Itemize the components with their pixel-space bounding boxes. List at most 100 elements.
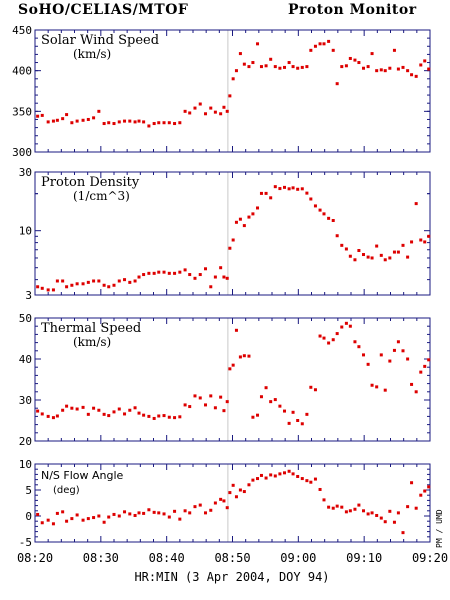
data-point bbox=[209, 285, 213, 289]
data-point bbox=[427, 358, 431, 362]
data-point bbox=[123, 119, 127, 123]
data-point bbox=[142, 413, 146, 417]
data-point bbox=[65, 404, 69, 408]
data-point bbox=[137, 119, 141, 123]
data-point bbox=[234, 220, 238, 224]
data-point bbox=[167, 515, 171, 519]
data-point bbox=[331, 338, 335, 342]
data-point bbox=[167, 415, 171, 419]
data-point bbox=[259, 191, 263, 195]
data-point bbox=[228, 367, 232, 371]
data-point bbox=[231, 363, 235, 367]
data-point bbox=[65, 113, 69, 117]
x-tick-label: 08:40 bbox=[149, 551, 185, 565]
data-point bbox=[414, 390, 418, 394]
data-point bbox=[222, 275, 226, 279]
panel-unit: (km/s) bbox=[73, 47, 111, 61]
data-point bbox=[183, 403, 187, 407]
data-point bbox=[256, 477, 260, 481]
data-point bbox=[340, 243, 344, 247]
data-point bbox=[296, 419, 300, 422]
data-point bbox=[193, 106, 197, 110]
data-point bbox=[291, 472, 295, 476]
data-point bbox=[213, 110, 217, 114]
data-point bbox=[291, 410, 295, 414]
panel-unit: (1/cm^3) bbox=[73, 189, 130, 203]
data-point bbox=[55, 511, 59, 515]
data-point bbox=[213, 275, 217, 279]
data-point bbox=[213, 406, 217, 410]
data-point bbox=[188, 111, 192, 115]
data-point bbox=[375, 69, 379, 73]
data-point bbox=[247, 483, 251, 487]
data-point bbox=[340, 505, 344, 509]
data-point bbox=[287, 469, 291, 473]
data-point bbox=[75, 407, 79, 411]
y-tick-label: 5 bbox=[25, 484, 32, 497]
data-point bbox=[188, 273, 192, 277]
data-point bbox=[51, 119, 55, 123]
data-point bbox=[291, 65, 295, 69]
data-point bbox=[251, 212, 255, 216]
data-point bbox=[313, 477, 317, 481]
panel-thermal-speed: 20 30 40 50 Thermal Speed(km/s) bbox=[19, 312, 431, 448]
data-point bbox=[162, 512, 166, 516]
data-point bbox=[51, 522, 55, 526]
data-point bbox=[419, 493, 423, 497]
data-point bbox=[287, 421, 291, 425]
data-point bbox=[410, 382, 414, 386]
data-point bbox=[97, 109, 101, 113]
data-point bbox=[251, 415, 255, 419]
panel-unit: (km/s) bbox=[73, 335, 111, 349]
data-point bbox=[269, 400, 273, 404]
data-point bbox=[242, 62, 246, 66]
data-point bbox=[209, 106, 213, 110]
data-point bbox=[81, 118, 85, 122]
data-point bbox=[198, 503, 202, 507]
header-right-title: Proton Monitor bbox=[288, 2, 417, 18]
data-point bbox=[231, 77, 235, 81]
data-point bbox=[396, 67, 400, 71]
data-point bbox=[219, 395, 223, 399]
data-point bbox=[209, 508, 213, 512]
data-point bbox=[410, 240, 414, 244]
data-point bbox=[128, 512, 132, 516]
data-point bbox=[222, 105, 226, 109]
data-point bbox=[188, 511, 192, 515]
panel-n-s-flow-angle: -5 0 5 10 N/S Flow Angle (deg) bbox=[19, 458, 431, 549]
data-point bbox=[357, 61, 361, 65]
data-point bbox=[414, 506, 418, 510]
y-tick-label: 0 bbox=[25, 510, 32, 523]
data-point bbox=[273, 474, 277, 478]
data-point bbox=[309, 197, 313, 201]
x-axis-label: HR:MIN (3 Apr 2004, DOY 94) bbox=[134, 570, 329, 584]
data-point bbox=[318, 208, 322, 212]
x-tick-label: 09:00 bbox=[280, 551, 316, 565]
data-point bbox=[193, 505, 197, 509]
data-point bbox=[204, 267, 208, 271]
data-point bbox=[366, 255, 370, 259]
data-point bbox=[157, 414, 161, 418]
data-point bbox=[133, 513, 137, 517]
data-point bbox=[300, 65, 304, 69]
data-point bbox=[55, 118, 59, 122]
data-point bbox=[322, 212, 326, 216]
data-point bbox=[366, 512, 370, 516]
data-point bbox=[61, 510, 65, 514]
data-point bbox=[36, 409, 40, 413]
x-tick-label: 09:10 bbox=[346, 551, 382, 565]
header-left-title: SoHO/CELIAS/MTOF bbox=[18, 2, 189, 18]
data-point bbox=[273, 65, 277, 69]
data-point bbox=[209, 394, 213, 398]
data-point bbox=[366, 65, 370, 69]
x-tick-label: 09:20 bbox=[412, 551, 448, 565]
data-point bbox=[362, 353, 366, 357]
data-point bbox=[157, 511, 161, 515]
data-point bbox=[70, 517, 74, 521]
data-point bbox=[300, 422, 304, 426]
data-point bbox=[137, 411, 141, 415]
data-point bbox=[419, 63, 423, 67]
data-point bbox=[427, 485, 431, 489]
data-point bbox=[142, 120, 146, 124]
data-point bbox=[219, 266, 223, 270]
